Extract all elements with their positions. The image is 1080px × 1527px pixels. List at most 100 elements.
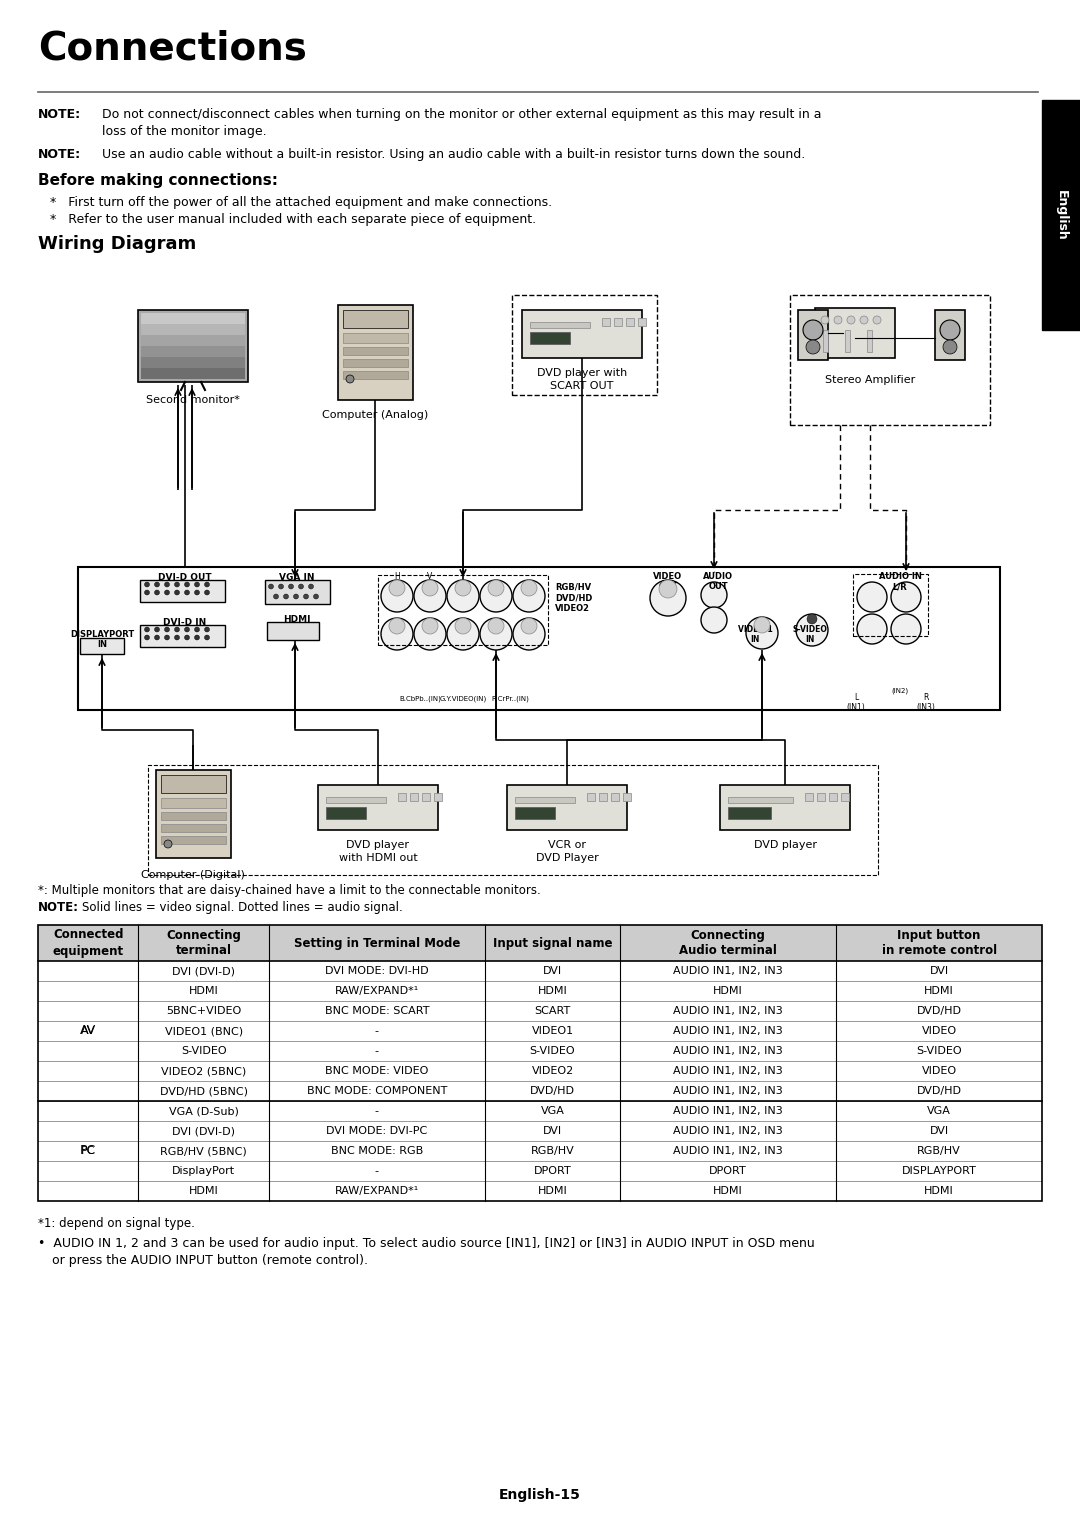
Circle shape xyxy=(858,582,887,612)
Bar xyxy=(343,371,408,379)
Text: -: - xyxy=(375,1167,379,1176)
Bar xyxy=(141,324,245,334)
Text: AV: AV xyxy=(81,1026,95,1035)
Bar xyxy=(410,793,418,802)
Circle shape xyxy=(943,341,957,354)
Circle shape xyxy=(294,594,298,599)
Circle shape xyxy=(488,618,504,634)
Text: DVI MODE: DVI-PC: DVI MODE: DVI-PC xyxy=(326,1125,428,1136)
Text: S-VIDEO: S-VIDEO xyxy=(916,1046,962,1057)
Bar xyxy=(141,334,245,347)
Bar xyxy=(720,785,850,831)
Circle shape xyxy=(659,580,677,599)
Text: English-15: English-15 xyxy=(499,1487,581,1503)
Text: DVD Player: DVD Player xyxy=(536,854,598,863)
Bar xyxy=(512,295,657,395)
Text: B.CbPb..(IN): B.CbPb..(IN) xyxy=(400,696,441,702)
Text: VIDEO: VIDEO xyxy=(921,1026,957,1035)
Circle shape xyxy=(164,840,172,847)
Bar xyxy=(845,330,850,353)
Text: NOTE:: NOTE: xyxy=(38,901,79,915)
Text: DVI (DVI-D): DVI (DVI-D) xyxy=(172,967,235,976)
Text: DVI-D IN: DVI-D IN xyxy=(163,618,206,628)
Text: AUDIO IN
L/R: AUDIO IN L/R xyxy=(878,573,921,591)
Bar xyxy=(823,330,828,353)
Text: G.Y.VIDEO(IN): G.Y.VIDEO(IN) xyxy=(440,696,487,702)
Circle shape xyxy=(194,589,200,596)
Circle shape xyxy=(847,316,855,324)
Text: Input signal name: Input signal name xyxy=(492,936,612,950)
Text: -: - xyxy=(375,1026,379,1035)
Bar xyxy=(805,793,813,802)
Text: NOTE:: NOTE: xyxy=(38,108,81,121)
Text: DVI: DVI xyxy=(543,967,562,976)
Text: PC: PC xyxy=(80,1145,96,1157)
Circle shape xyxy=(164,582,170,586)
Circle shape xyxy=(194,582,200,586)
Bar xyxy=(867,330,872,353)
Text: AV: AV xyxy=(80,1025,96,1037)
Circle shape xyxy=(154,589,160,596)
Circle shape xyxy=(422,618,438,634)
Text: L
(IN1): L (IN1) xyxy=(847,693,865,713)
Bar xyxy=(161,799,226,808)
Bar xyxy=(38,925,1042,960)
Text: S-VIDEO: S-VIDEO xyxy=(180,1046,227,1057)
Circle shape xyxy=(746,617,778,649)
Text: RGB/HV: RGB/HV xyxy=(530,1145,575,1156)
Bar xyxy=(515,797,575,803)
Bar xyxy=(935,310,966,360)
Circle shape xyxy=(447,580,480,612)
Text: DVD player: DVD player xyxy=(347,840,409,851)
Text: or press the AUDIO INPUT button (remote control).: or press the AUDIO INPUT button (remote … xyxy=(52,1254,368,1267)
Text: DVD/HD (5BNC): DVD/HD (5BNC) xyxy=(160,1086,247,1096)
Bar xyxy=(602,318,610,325)
Text: DISPLAYPORT: DISPLAYPORT xyxy=(902,1167,976,1176)
Text: DVI MODE: DVI-HD: DVI MODE: DVI-HD xyxy=(325,967,429,976)
Text: VGA: VGA xyxy=(541,1106,565,1116)
Bar xyxy=(140,580,225,602)
Circle shape xyxy=(145,635,149,640)
Bar xyxy=(615,318,622,325)
Bar xyxy=(140,625,225,647)
Circle shape xyxy=(891,614,921,644)
Text: DPORT: DPORT xyxy=(534,1167,571,1176)
Circle shape xyxy=(521,618,537,634)
Bar xyxy=(80,638,124,654)
Circle shape xyxy=(480,618,512,651)
Text: VIDEO2 (5BNC): VIDEO2 (5BNC) xyxy=(161,1066,246,1077)
Circle shape xyxy=(754,617,770,634)
Bar xyxy=(1042,99,1080,330)
Text: DVD player with: DVD player with xyxy=(537,368,627,379)
Text: Stereo Amplifier: Stereo Amplifier xyxy=(825,376,915,385)
Bar xyxy=(611,793,619,802)
Bar xyxy=(638,318,646,325)
Circle shape xyxy=(288,583,294,589)
Circle shape xyxy=(145,582,149,586)
Text: R.CrPr..(IN): R.CrPr..(IN) xyxy=(491,696,529,702)
Bar xyxy=(507,785,627,831)
Circle shape xyxy=(455,618,471,634)
Text: RAW/EXPAND*¹: RAW/EXPAND*¹ xyxy=(335,1186,419,1196)
Circle shape xyxy=(389,618,405,634)
Text: *   Refer to the user manual included with each separate piece of equipment.: * Refer to the user manual included with… xyxy=(50,212,536,226)
Text: DVI-D OUT: DVI-D OUT xyxy=(158,573,212,582)
Circle shape xyxy=(194,628,200,632)
Text: 5BNC+VIDEO: 5BNC+VIDEO xyxy=(166,1006,241,1015)
Circle shape xyxy=(175,582,179,586)
Text: VIDEO
OUT: VIDEO OUT xyxy=(653,573,683,591)
Text: DVI: DVI xyxy=(930,1125,948,1136)
Circle shape xyxy=(701,608,727,634)
Text: DVI: DVI xyxy=(543,1125,562,1136)
Text: loss of the monitor image.: loss of the monitor image. xyxy=(102,125,267,137)
Bar xyxy=(343,359,408,366)
Text: English: English xyxy=(1054,189,1067,240)
Circle shape xyxy=(185,628,189,632)
Circle shape xyxy=(279,583,283,589)
Circle shape xyxy=(807,614,816,625)
Circle shape xyxy=(940,321,960,341)
Circle shape xyxy=(455,580,471,596)
Bar xyxy=(588,793,595,802)
Circle shape xyxy=(204,628,210,632)
Circle shape xyxy=(194,635,200,640)
